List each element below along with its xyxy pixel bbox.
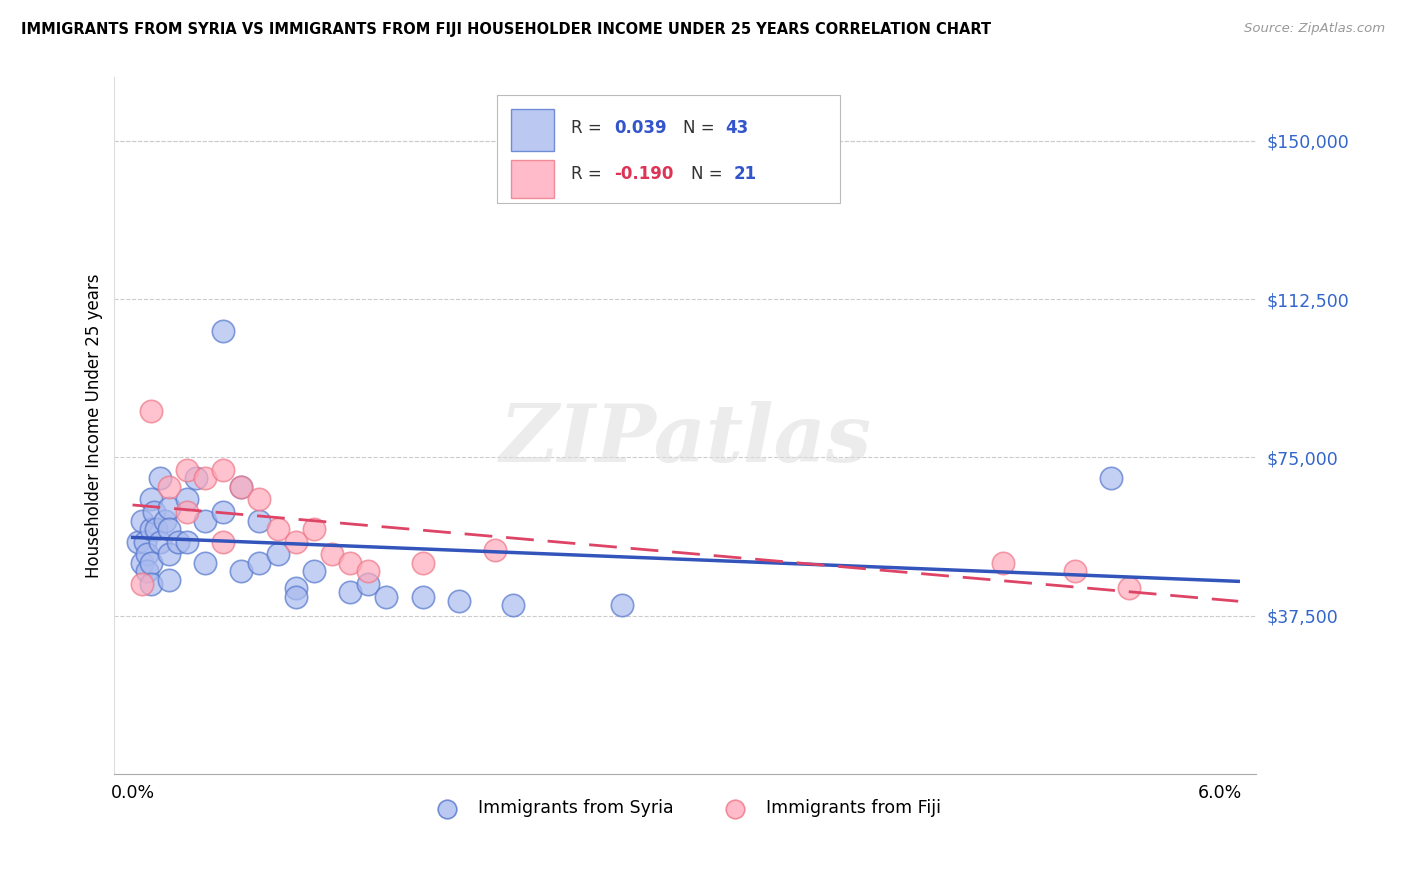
Point — [212, 324, 235, 338]
Point — [136, 547, 159, 561]
Text: N =: N = — [683, 120, 720, 137]
Point — [176, 492, 198, 507]
Point — [357, 564, 380, 578]
Point — [166, 534, 188, 549]
Point — [136, 564, 159, 578]
Point — [157, 522, 180, 536]
Point — [131, 556, 153, 570]
Point — [1118, 581, 1140, 595]
Point — [139, 556, 162, 570]
Point — [484, 543, 506, 558]
Point — [131, 514, 153, 528]
Point — [357, 577, 380, 591]
Point — [139, 577, 162, 591]
Text: Source: ZipAtlas.com: Source: ZipAtlas.com — [1244, 22, 1385, 36]
FancyBboxPatch shape — [510, 109, 554, 151]
Point — [249, 492, 271, 507]
Point — [212, 534, 235, 549]
Point — [157, 480, 180, 494]
Point — [249, 556, 271, 570]
Point — [502, 598, 524, 612]
Point — [266, 547, 288, 561]
Point — [176, 505, 198, 519]
Point — [284, 581, 307, 595]
Legend: Immigrants from Syria, Immigrants from Fiji: Immigrants from Syria, Immigrants from F… — [423, 792, 948, 824]
Point — [1064, 564, 1087, 578]
Text: ZIPatlas: ZIPatlas — [499, 401, 872, 478]
Point — [131, 577, 153, 591]
Point — [149, 534, 172, 549]
FancyBboxPatch shape — [510, 161, 554, 198]
Point — [339, 585, 361, 599]
Point — [157, 500, 180, 515]
Point — [157, 547, 180, 561]
Point — [266, 522, 288, 536]
Point — [194, 514, 217, 528]
Point — [184, 471, 207, 485]
Point — [447, 593, 470, 607]
Point — [134, 534, 156, 549]
Text: 21: 21 — [734, 164, 756, 183]
Point — [284, 590, 307, 604]
Point — [145, 522, 167, 536]
Text: R =: R = — [571, 120, 607, 137]
Point — [412, 590, 434, 604]
Point — [194, 471, 217, 485]
Text: IMMIGRANTS FROM SYRIA VS IMMIGRANTS FROM FIJI HOUSEHOLDER INCOME UNDER 25 YEARS : IMMIGRANTS FROM SYRIA VS IMMIGRANTS FROM… — [21, 22, 991, 37]
FancyBboxPatch shape — [496, 95, 839, 202]
Point — [176, 534, 198, 549]
Point — [143, 505, 166, 519]
Point — [212, 463, 235, 477]
Point — [231, 564, 253, 578]
Point — [610, 598, 633, 612]
Point — [249, 514, 271, 528]
Point — [139, 522, 162, 536]
Point — [1099, 471, 1122, 485]
Point — [302, 522, 325, 536]
Point — [127, 534, 149, 549]
Point — [153, 514, 176, 528]
Text: 0.039: 0.039 — [614, 120, 668, 137]
Point — [212, 505, 235, 519]
Point — [157, 573, 180, 587]
Point — [231, 480, 253, 494]
Point — [991, 556, 1014, 570]
Point — [231, 480, 253, 494]
Point — [194, 556, 217, 570]
Text: N =: N = — [692, 164, 728, 183]
Point — [321, 547, 343, 561]
Text: 43: 43 — [725, 120, 748, 137]
Point — [412, 556, 434, 570]
Point — [149, 471, 172, 485]
Point — [375, 590, 398, 604]
Point — [139, 404, 162, 418]
Y-axis label: Householder Income Under 25 years: Householder Income Under 25 years — [86, 273, 103, 578]
Point — [339, 556, 361, 570]
Text: R =: R = — [571, 164, 607, 183]
Point — [284, 534, 307, 549]
Point — [139, 492, 162, 507]
Point — [176, 463, 198, 477]
Text: -0.190: -0.190 — [614, 164, 673, 183]
Point — [302, 564, 325, 578]
